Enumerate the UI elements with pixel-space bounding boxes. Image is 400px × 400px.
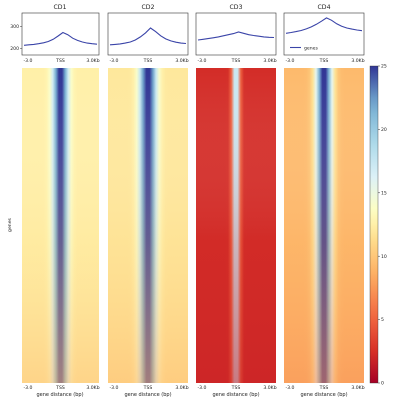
- profile-y-tick-label: 200: [10, 46, 19, 52]
- heatmap-x-tick-tss: TSS: [143, 385, 153, 391]
- heatmap-x-tick-minus: -3.0: [286, 385, 295, 391]
- panel-title-cd2: CD2: [141, 4, 154, 11]
- colorbar-tick-label: 25: [381, 64, 387, 70]
- legend-label: genes: [304, 46, 318, 51]
- panel-cd3: CD3 -3.0 TSS 3.0Kb -3.0 TSS 3.0Kb gene d…: [195, 4, 277, 398]
- heatmap-xlabel-cd4: gene distance (bp): [300, 392, 347, 398]
- heatmap-fade-overlay: [196, 68, 276, 383]
- heatmap-xlabel-cd3: gene distance (bp): [212, 392, 259, 398]
- profile-x-tick-tss: TSS: [319, 58, 329, 64]
- profile-x-tick-plus: 3.0Kb: [175, 58, 188, 64]
- heatmap-fade-overlay: [284, 68, 364, 383]
- colorbar-ticks: 0 5 10 15 20 25: [378, 64, 387, 387]
- profile-x-tick-minus: -3.0: [110, 58, 119, 64]
- profile-plot-cd2: [107, 12, 189, 56]
- profile-line-cd3: [197, 31, 275, 41]
- heatmap-x-tick-minus: -3.0: [198, 385, 207, 391]
- colorbar-tick-label: 15: [381, 190, 387, 196]
- profile-x-tick-plus: 3.0Kb: [86, 58, 99, 64]
- colorbar-tick-label: 20: [381, 127, 387, 133]
- profile-x-tick-plus: 3.0Kb: [263, 58, 276, 64]
- panel-title-cd1: CD1: [53, 4, 66, 11]
- profile-plot-cd3: [195, 12, 277, 56]
- panel-title-cd4: CD4: [317, 4, 330, 11]
- heatmap-x-tick-plus: 3.0Kb: [263, 385, 276, 391]
- profile-legend: genes: [290, 46, 318, 51]
- heatmap-x-tick-minus: -3.0: [110, 385, 119, 391]
- heatmap-x-tick-tss: TSS: [231, 385, 241, 391]
- heatmap-x-tick-tss: TSS: [55, 385, 65, 391]
- profile-y-axis: 200 300: [10, 24, 22, 52]
- profile-line-cd1: [23, 31, 98, 46]
- profile-plot-cd1: [21, 12, 100, 56]
- heatmap-fade-overlay: [22, 68, 99, 383]
- heatmap-x-tick-plus: 3.0Kb: [175, 385, 188, 391]
- profile-x-tick-tss: TSS: [143, 58, 153, 64]
- heatmap-x-tick-plus: 3.0Kb: [351, 385, 364, 391]
- profile-y-tick-label: 300: [10, 24, 19, 30]
- profile-x-tick-minus: -3.0: [286, 58, 295, 64]
- heatmap-xlabel-cd2: gene distance (bp): [124, 392, 171, 398]
- profile-x-tick-minus: -3.0: [24, 58, 33, 64]
- panel-cd4: CD4 -3.0 TSS 3.0Kb -3.0 TSS 3.0Kb gene d…: [283, 4, 365, 398]
- profile-x-tick-minus: -3.0: [198, 58, 207, 64]
- heatmap-ylabel: genes: [8, 217, 13, 231]
- heatmap-x-tick-tss: TSS: [319, 385, 329, 391]
- panel-cd1: CD1 -3.0 TSS 3.0Kb -3.0 TSS 3.0Kb gene d…: [21, 4, 100, 398]
- colorbar-tick-label: 0: [381, 381, 384, 387]
- heatmap-xlabel-cd1: gene distance (bp): [36, 392, 83, 398]
- heatmap-fade-overlay: [108, 68, 188, 383]
- profile-x-tick-plus: 3.0Kb: [351, 58, 364, 64]
- colorbar-tick-label: 10: [381, 254, 387, 260]
- heatmap-x-tick-plus: 3.0Kb: [86, 385, 99, 391]
- profile-x-tick-tss: TSS: [55, 58, 65, 64]
- colorbar-tick-label: 5: [381, 317, 384, 323]
- heatmap-x-tick-minus: -3.0: [24, 385, 33, 391]
- profile-line-cd2: [109, 27, 187, 46]
- panel-title-cd3: CD3: [229, 4, 242, 11]
- profile-plot-cd4: [283, 12, 365, 56]
- panel-cd2: CD2 -3.0 TSS 3.0Kb -3.0 TSS 3.0Kb gene d…: [107, 4, 189, 398]
- profile-x-tick-tss: TSS: [231, 58, 241, 64]
- profile-line-cd4: [285, 17, 363, 34]
- colorbar: [369, 65, 379, 384]
